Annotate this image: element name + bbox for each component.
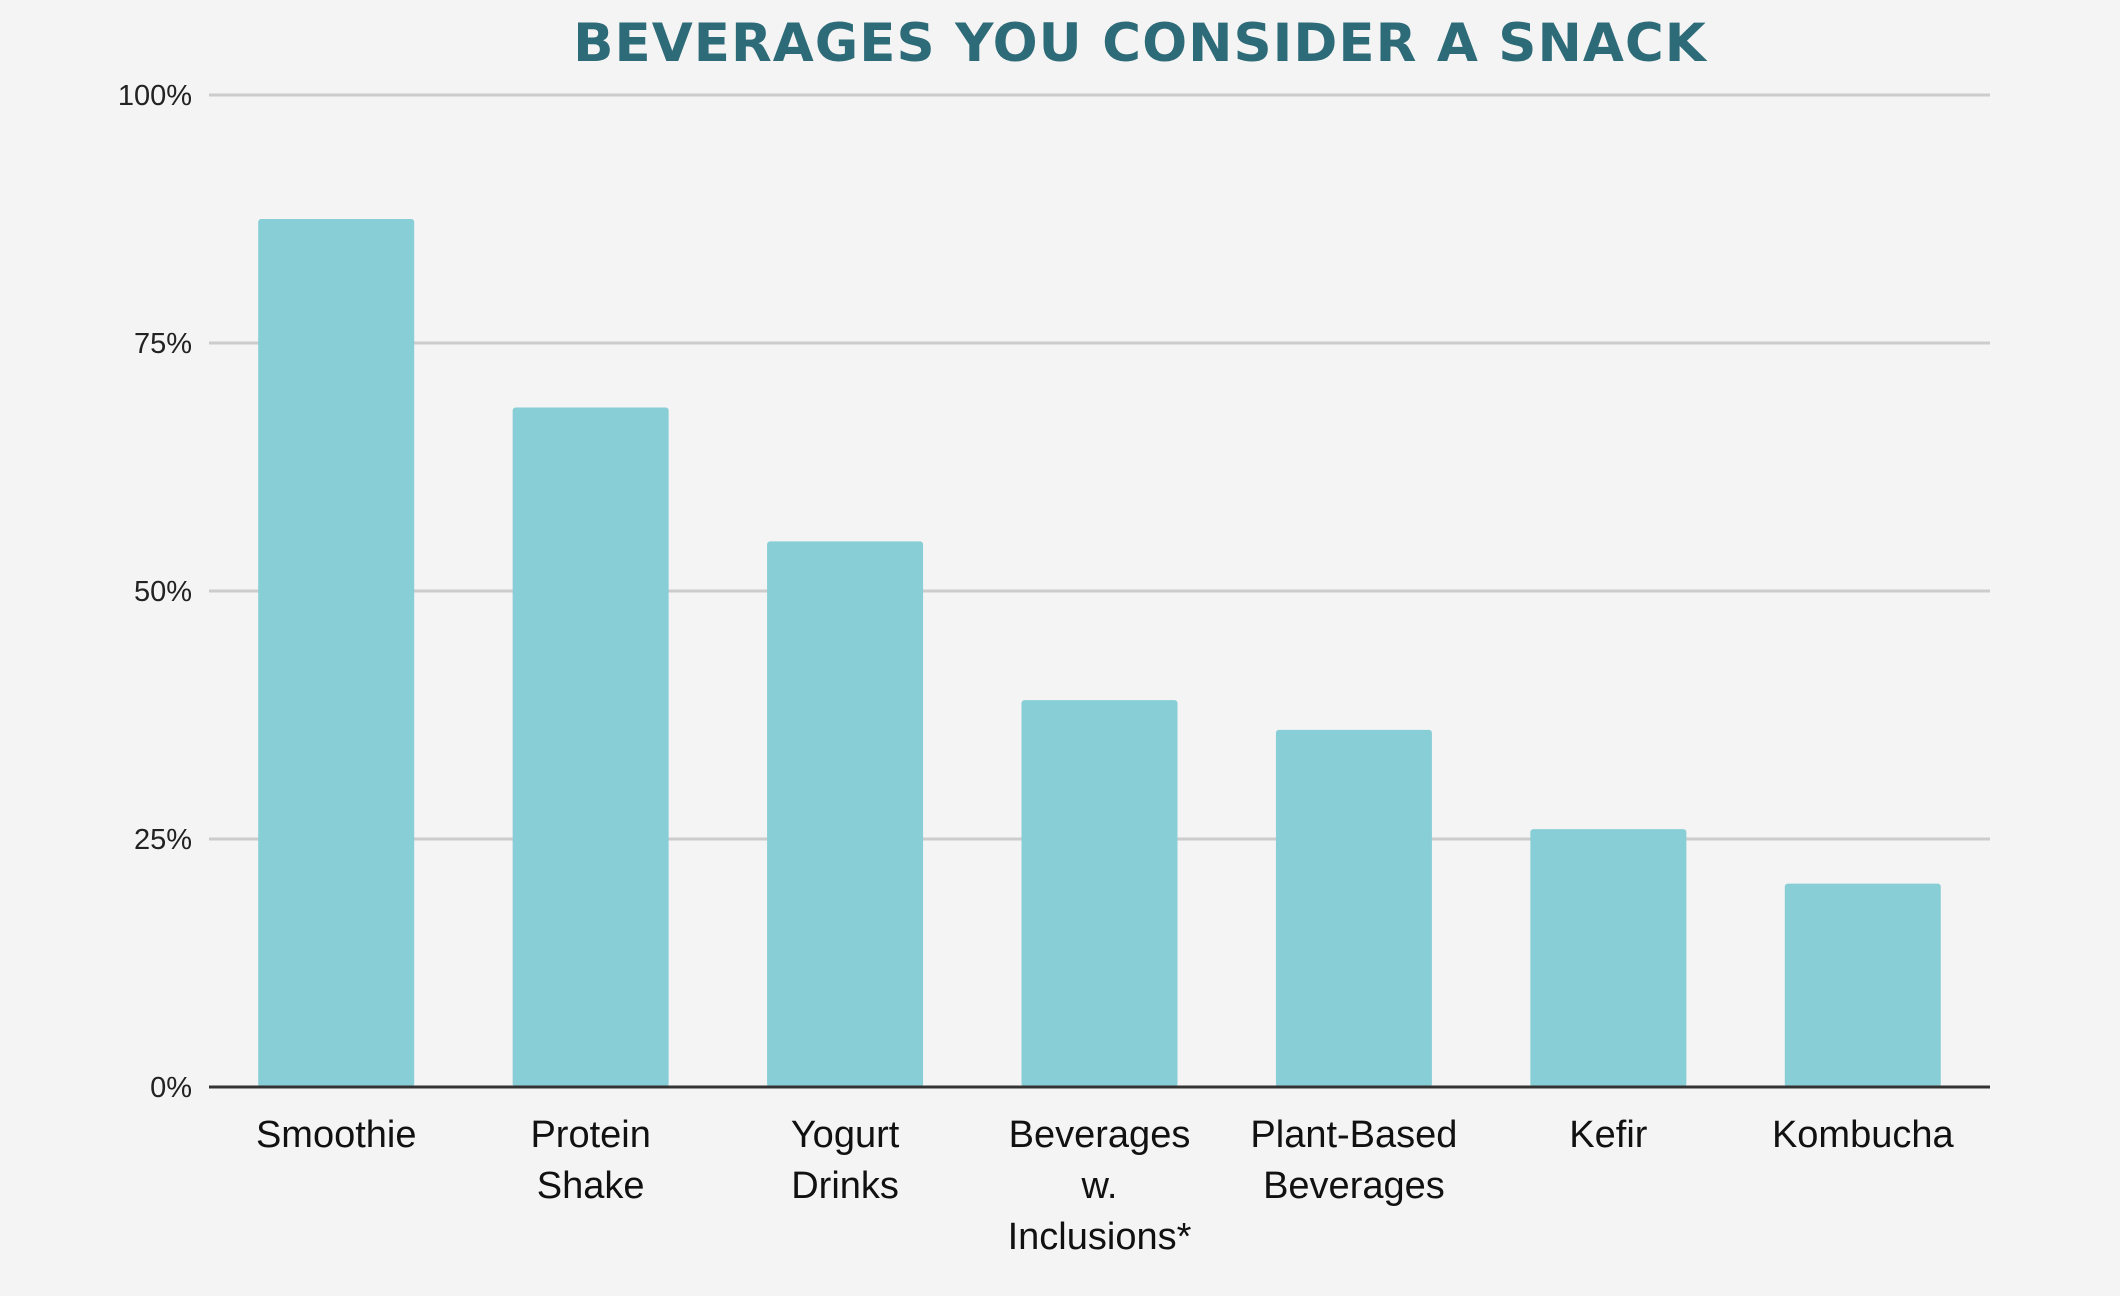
y-tick-label: 25%: [134, 824, 192, 856]
bar: [512, 407, 669, 1088]
bar: [1021, 700, 1178, 1087]
y-tick-label: 75%: [134, 328, 192, 360]
chart-title: BEVERAGES YOU CONSIDER A SNACK: [573, 13, 1708, 74]
bar: [1530, 829, 1687, 1087]
bar: [767, 541, 924, 1087]
y-tick-label: 50%: [134, 576, 192, 608]
bars: [258, 219, 1941, 1088]
x-category-label: Beverages w. Inclusions*: [1008, 1114, 1192, 1258]
bar: [1784, 883, 1941, 1087]
x-category-label: Kombucha: [1772, 1114, 1955, 1156]
bar: [1275, 729, 1432, 1087]
x-category-label: Protein Shake: [530, 1114, 650, 1207]
y-tick-label: 0%: [150, 1072, 192, 1104]
y-tick-label: 100%: [118, 80, 192, 112]
bar: [258, 219, 415, 1087]
x-category-label: Kefir: [1569, 1114, 1647, 1156]
x-category-label: Yogurt Drinks: [791, 1114, 900, 1207]
x-category-label: Smoothie: [256, 1114, 417, 1156]
x-axis-categories: Smoothie Protein Shake Yogurt Drinks Beverage…: [256, 1114, 1955, 1258]
y-axis-ticks: 0% 25% 50% 75% 100%: [118, 80, 192, 1104]
x-category-label: Plant-Based Beverages: [1250, 1114, 1457, 1207]
